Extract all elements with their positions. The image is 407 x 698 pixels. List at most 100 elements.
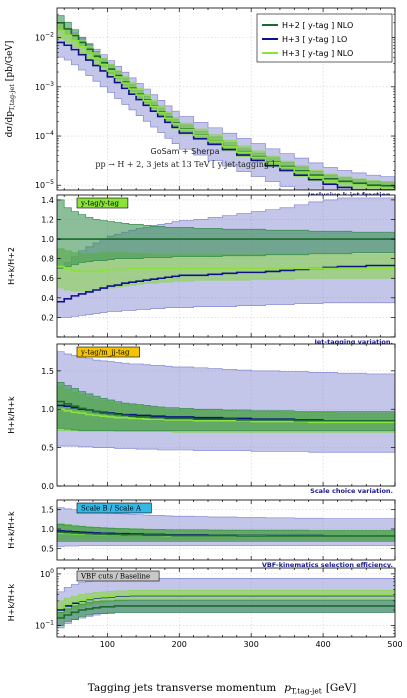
x-axis-tick-labels: 100 200 300 400 500 <box>100 640 403 649</box>
y-tick-label: 1.5 <box>41 367 54 376</box>
y-tick-label: 0.8 <box>41 255 54 264</box>
ratio-label-text: y-tag/y-tag <box>80 200 119 208</box>
y-axis-title: H+k/H+k <box>7 583 16 621</box>
y-tick-label: 1.4 <box>41 196 54 205</box>
ratio-label-box <box>76 502 152 514</box>
y-tick-label: 0.5 <box>41 444 54 453</box>
legend-label-h3_nlo: H+3 [ y-tag ] NLO <box>282 49 353 58</box>
plot-content <box>57 507 395 547</box>
tick-exponent: −1 <box>45 620 54 627</box>
tick-base: 10 <box>35 83 45 92</box>
panel-note: Jet-tagging variation. <box>313 338 393 346</box>
y-tick-label: 1.2 <box>41 215 54 224</box>
plot-frame <box>56 194 396 338</box>
plot-frame <box>56 7 396 191</box>
line-h3_lo <box>57 41 395 190</box>
line-h3_nlo <box>57 265 395 273</box>
y-tick-label: 1.0 <box>41 405 54 414</box>
plot-frame <box>56 499 396 561</box>
y-ticks: 0.2 0.4 0.6 0.8 1.0 1.2 1.4 <box>41 196 395 338</box>
x-ticks <box>63 195 396 337</box>
legend-label-h2_nlo: H+2 [ y-tag ] NLO <box>282 21 353 30</box>
x-ticks <box>63 8 396 190</box>
legend-label-h3_lo: H+3 [ y-tag ] LO <box>282 35 347 44</box>
y-tick-label: 10−5 <box>35 179 54 190</box>
plot-content <box>57 15 395 190</box>
y-tick-label: 0.4 <box>41 294 54 303</box>
chart-annotation-line: pp → H + 2, 3 jets at 13 TeV [ y jet-tag… <box>95 160 274 169</box>
y-title-main: dσ/dp <box>5 111 15 138</box>
line-h2_nlo <box>57 531 395 537</box>
tick-exponent: −2 <box>45 32 54 39</box>
ratio-label-text: VBF cuts / Baseline <box>80 573 150 581</box>
tick-exponent: −5 <box>45 179 54 186</box>
y-tick-label: 1.0 <box>41 235 54 244</box>
tick-base: 10 <box>35 622 45 631</box>
y-tick-label: 1.5 <box>41 506 54 515</box>
y-ticks: 0.0 0.5 1.0 1.5 <box>41 367 395 491</box>
line-h3_nlo <box>57 594 395 609</box>
panel-r1: 0.2 0.4 0.6 0.8 1.0 1.2 1.4 H+k/H+2 y-tag/y-tag J… <box>7 194 396 346</box>
band-h2_nlo <box>57 199 395 269</box>
x-tick-label: 400 <box>315 640 330 649</box>
legend: H+2 [ y-tag ] NLO H+3 [ y-tag ] LO H+3 [ y… <box>256 13 393 63</box>
y-tick-label: 10−4 <box>35 130 54 141</box>
ratio-label-box <box>76 197 129 209</box>
band-h3_lo <box>57 24 395 190</box>
y-axis-title: dσ/dpT,tag-jet [pb/GeV] <box>5 41 16 138</box>
y-tick-label: 0.6 <box>41 274 54 283</box>
y-tick-label: 10−2 <box>35 32 54 43</box>
x-tick-label: 300 <box>244 640 259 649</box>
y-tick-label: 0.5 <box>41 544 54 553</box>
y-ticks: 0.5 1.0 1.5 <box>41 506 395 553</box>
plot-content <box>57 197 395 318</box>
line-h2_nlo <box>57 400 395 422</box>
panel-note: Scale choice variation. <box>310 487 393 495</box>
grid <box>57 8 395 190</box>
tick-exponent: 0 <box>50 568 54 575</box>
y-tick-label: 10−1 <box>35 620 54 631</box>
tick-exponent: −4 <box>45 130 54 137</box>
panel-main: 10−510−410−310−2dσ/dpT,tag-jet[pb/GeV]In… <box>5 7 396 199</box>
ratio-label-text: y-tag/m_jj-tag <box>80 349 130 357</box>
tick-base: 10 <box>35 181 45 190</box>
plot-content <box>57 351 395 453</box>
y-ticks: 10−510−410−310−2 <box>35 13 395 190</box>
ratio-label-box <box>76 570 160 582</box>
y-tick-label: 0.0 <box>41 482 54 491</box>
band-h2_nlo <box>57 524 395 542</box>
x-ticks <box>63 344 396 486</box>
y-title-sub: T,tag-jet <box>8 84 16 111</box>
chart-panels: 10−510−410−310−2dσ/dpT,tag-jet[pb/GeV]In… <box>5 7 396 638</box>
y-tick-label: 10−3 <box>35 81 54 92</box>
ratio-label-text: Scale B / Scale A <box>81 505 142 513</box>
y-axis-title: H+k/H+k <box>7 511 16 549</box>
panel-r3: 0.5 1.0 1.5 H+k/H+k Scale B / Scale A VBF-kin… <box>7 499 396 569</box>
legend-frame <box>256 13 393 63</box>
line-h2_nlo <box>57 605 395 619</box>
x-ticks <box>63 500 396 560</box>
line-h3_lo <box>57 264 395 303</box>
plot-frame <box>56 567 396 638</box>
y-tick-label: 1.0 <box>41 525 54 534</box>
ratio-label-box <box>76 346 140 358</box>
panel-note: VBF-kinematics selection efficiency. <box>262 561 393 569</box>
y-axis-title: H+k/H+2 <box>7 247 16 285</box>
y-title-unit: [pb/GeV] <box>5 41 15 82</box>
tick-base: 10 <box>35 34 45 43</box>
y-tick-label: 100 <box>40 568 54 579</box>
x-tick-label: 200 <box>172 640 187 649</box>
y-axis-title: H+k/H+k <box>7 396 16 434</box>
line-h3_nlo <box>57 29 395 189</box>
tick-base: 10 <box>40 570 50 579</box>
panel-r2: 0.0 0.5 1.0 1.5 H+k/H+k y-tag/m_jj-tag Scale c… <box>7 343 396 495</box>
x-tick-label: 100 <box>100 640 115 649</box>
x-tick-label: 500 <box>387 640 402 649</box>
x-ticks <box>63 568 396 637</box>
y-tick-label: 0.2 <box>41 313 54 322</box>
x-axis-title: Tagging jets transverse momentum pT,tag-j… <box>88 682 356 696</box>
tick-base: 10 <box>35 132 45 141</box>
